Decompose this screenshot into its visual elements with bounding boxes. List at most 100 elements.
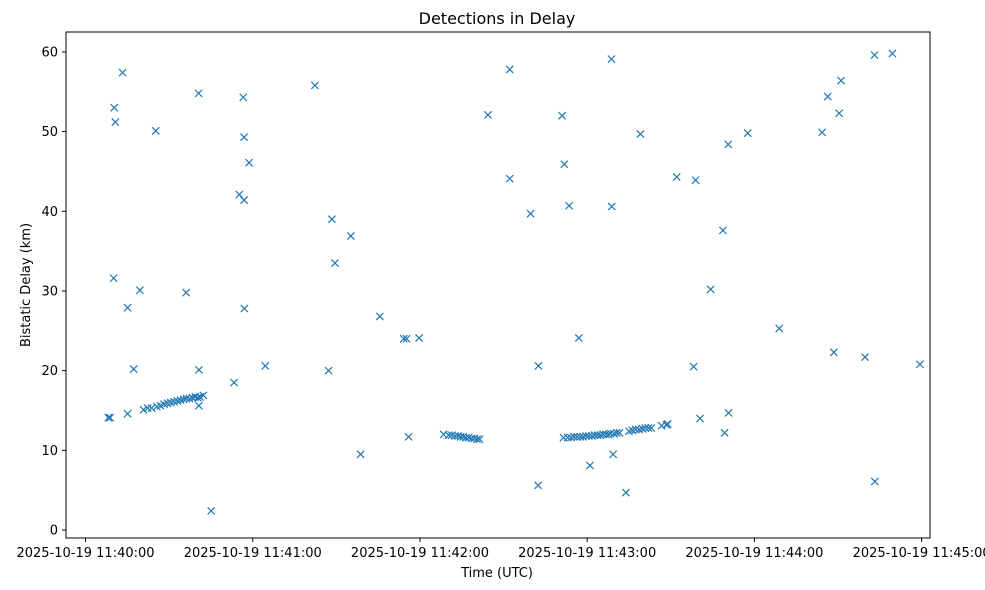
data-point bbox=[118, 68, 127, 77]
data-point bbox=[609, 450, 618, 459]
data-point bbox=[135, 286, 144, 295]
data-point bbox=[199, 391, 208, 400]
data-point bbox=[143, 404, 152, 413]
data-point bbox=[324, 366, 333, 375]
x-tick-label: 2025-10-19 11:43:00 bbox=[518, 546, 656, 561]
data-point bbox=[718, 226, 727, 235]
x-axis: 2025-10-19 11:40:00 2025-10-19 11:41:00 20… bbox=[16, 538, 985, 561]
data-point bbox=[573, 432, 582, 441]
data-point bbox=[194, 89, 203, 98]
data-point bbox=[123, 303, 132, 312]
data-point bbox=[612, 428, 621, 437]
x-axis-label: Time (UTC) bbox=[460, 566, 533, 581]
data-point bbox=[194, 365, 203, 374]
data-point bbox=[176, 396, 185, 405]
data-point bbox=[607, 55, 616, 64]
data-point bbox=[835, 109, 844, 118]
chart-title: Detections in Delay bbox=[419, 9, 576, 28]
data-point bbox=[775, 324, 784, 333]
x-tick-label: 2025-10-19 11:42:00 bbox=[351, 546, 489, 561]
data-point bbox=[837, 76, 846, 85]
data-point bbox=[110, 103, 119, 112]
x-tick-label: 2025-10-19 11:40:00 bbox=[16, 546, 154, 561]
data-point bbox=[327, 215, 336, 224]
data-point bbox=[182, 288, 191, 297]
data-point bbox=[346, 231, 355, 241]
data-point bbox=[475, 435, 484, 444]
y-axis-label: Bistatic Delay (km) bbox=[19, 223, 34, 347]
data-point bbox=[230, 378, 239, 387]
data-point bbox=[720, 428, 729, 437]
x-tick-label: 2025-10-19 11:41:00 bbox=[184, 546, 322, 561]
data-point bbox=[534, 481, 543, 490]
data-point bbox=[691, 176, 700, 185]
data-point bbox=[109, 274, 118, 283]
data-point bbox=[207, 506, 216, 515]
data-point bbox=[239, 93, 248, 102]
data-point bbox=[240, 304, 249, 313]
data-point bbox=[563, 433, 572, 442]
data-point bbox=[375, 312, 384, 321]
data-point bbox=[399, 334, 408, 343]
data-point bbox=[724, 408, 733, 417]
data-point bbox=[526, 209, 535, 218]
data-point bbox=[240, 133, 249, 142]
y-tick-label: 60 bbox=[41, 45, 58, 60]
data-point bbox=[151, 126, 160, 135]
data-point bbox=[743, 129, 752, 138]
y-tick-label: 40 bbox=[41, 205, 58, 220]
y-tick-label: 0 bbox=[50, 524, 58, 539]
data-point bbox=[570, 432, 579, 441]
data-point bbox=[111, 118, 120, 127]
data-point bbox=[582, 431, 591, 441]
data-point bbox=[631, 425, 640, 434]
data-point bbox=[240, 196, 249, 205]
y-tick-label: 10 bbox=[41, 444, 58, 459]
data-point bbox=[636, 129, 645, 139]
y-tick-label: 30 bbox=[41, 284, 58, 299]
data-point bbox=[444, 431, 453, 440]
data-point bbox=[505, 65, 514, 74]
data-point bbox=[185, 394, 194, 403]
data-point bbox=[574, 333, 583, 343]
data-point bbox=[147, 404, 156, 413]
data-point bbox=[915, 360, 924, 369]
data-point bbox=[483, 110, 492, 119]
plot-frame bbox=[65, 31, 931, 539]
data-point bbox=[193, 393, 202, 402]
data-point bbox=[647, 424, 656, 433]
data-point bbox=[724, 140, 733, 149]
data-point bbox=[139, 405, 148, 414]
data-point bbox=[104, 413, 113, 422]
data-point bbox=[696, 414, 705, 423]
x-tick-label: 2025-10-19 11:44:00 bbox=[685, 546, 823, 561]
data-point bbox=[888, 49, 897, 58]
y-tick-label: 50 bbox=[41, 125, 58, 140]
data-point bbox=[415, 333, 424, 343]
data-point bbox=[870, 51, 879, 60]
data-point bbox=[706, 285, 715, 294]
data-point bbox=[129, 365, 138, 374]
data-point bbox=[558, 111, 567, 120]
data-point bbox=[641, 424, 650, 433]
data-point bbox=[585, 461, 594, 470]
plot-area bbox=[104, 49, 924, 515]
data-point bbox=[663, 420, 672, 429]
data-point bbox=[173, 396, 182, 405]
data-point bbox=[644, 424, 653, 433]
data-point bbox=[823, 92, 832, 101]
data-point bbox=[607, 202, 616, 211]
data-point bbox=[565, 201, 574, 210]
data-point bbox=[473, 435, 482, 444]
data-point bbox=[861, 353, 870, 362]
data-point bbox=[245, 158, 254, 167]
data-point bbox=[689, 362, 698, 371]
data-point bbox=[672, 173, 681, 182]
y-tick-label: 20 bbox=[41, 364, 58, 379]
data-point bbox=[829, 348, 838, 357]
data-point bbox=[534, 361, 543, 370]
data-point bbox=[505, 174, 514, 183]
data-point bbox=[261, 361, 270, 370]
